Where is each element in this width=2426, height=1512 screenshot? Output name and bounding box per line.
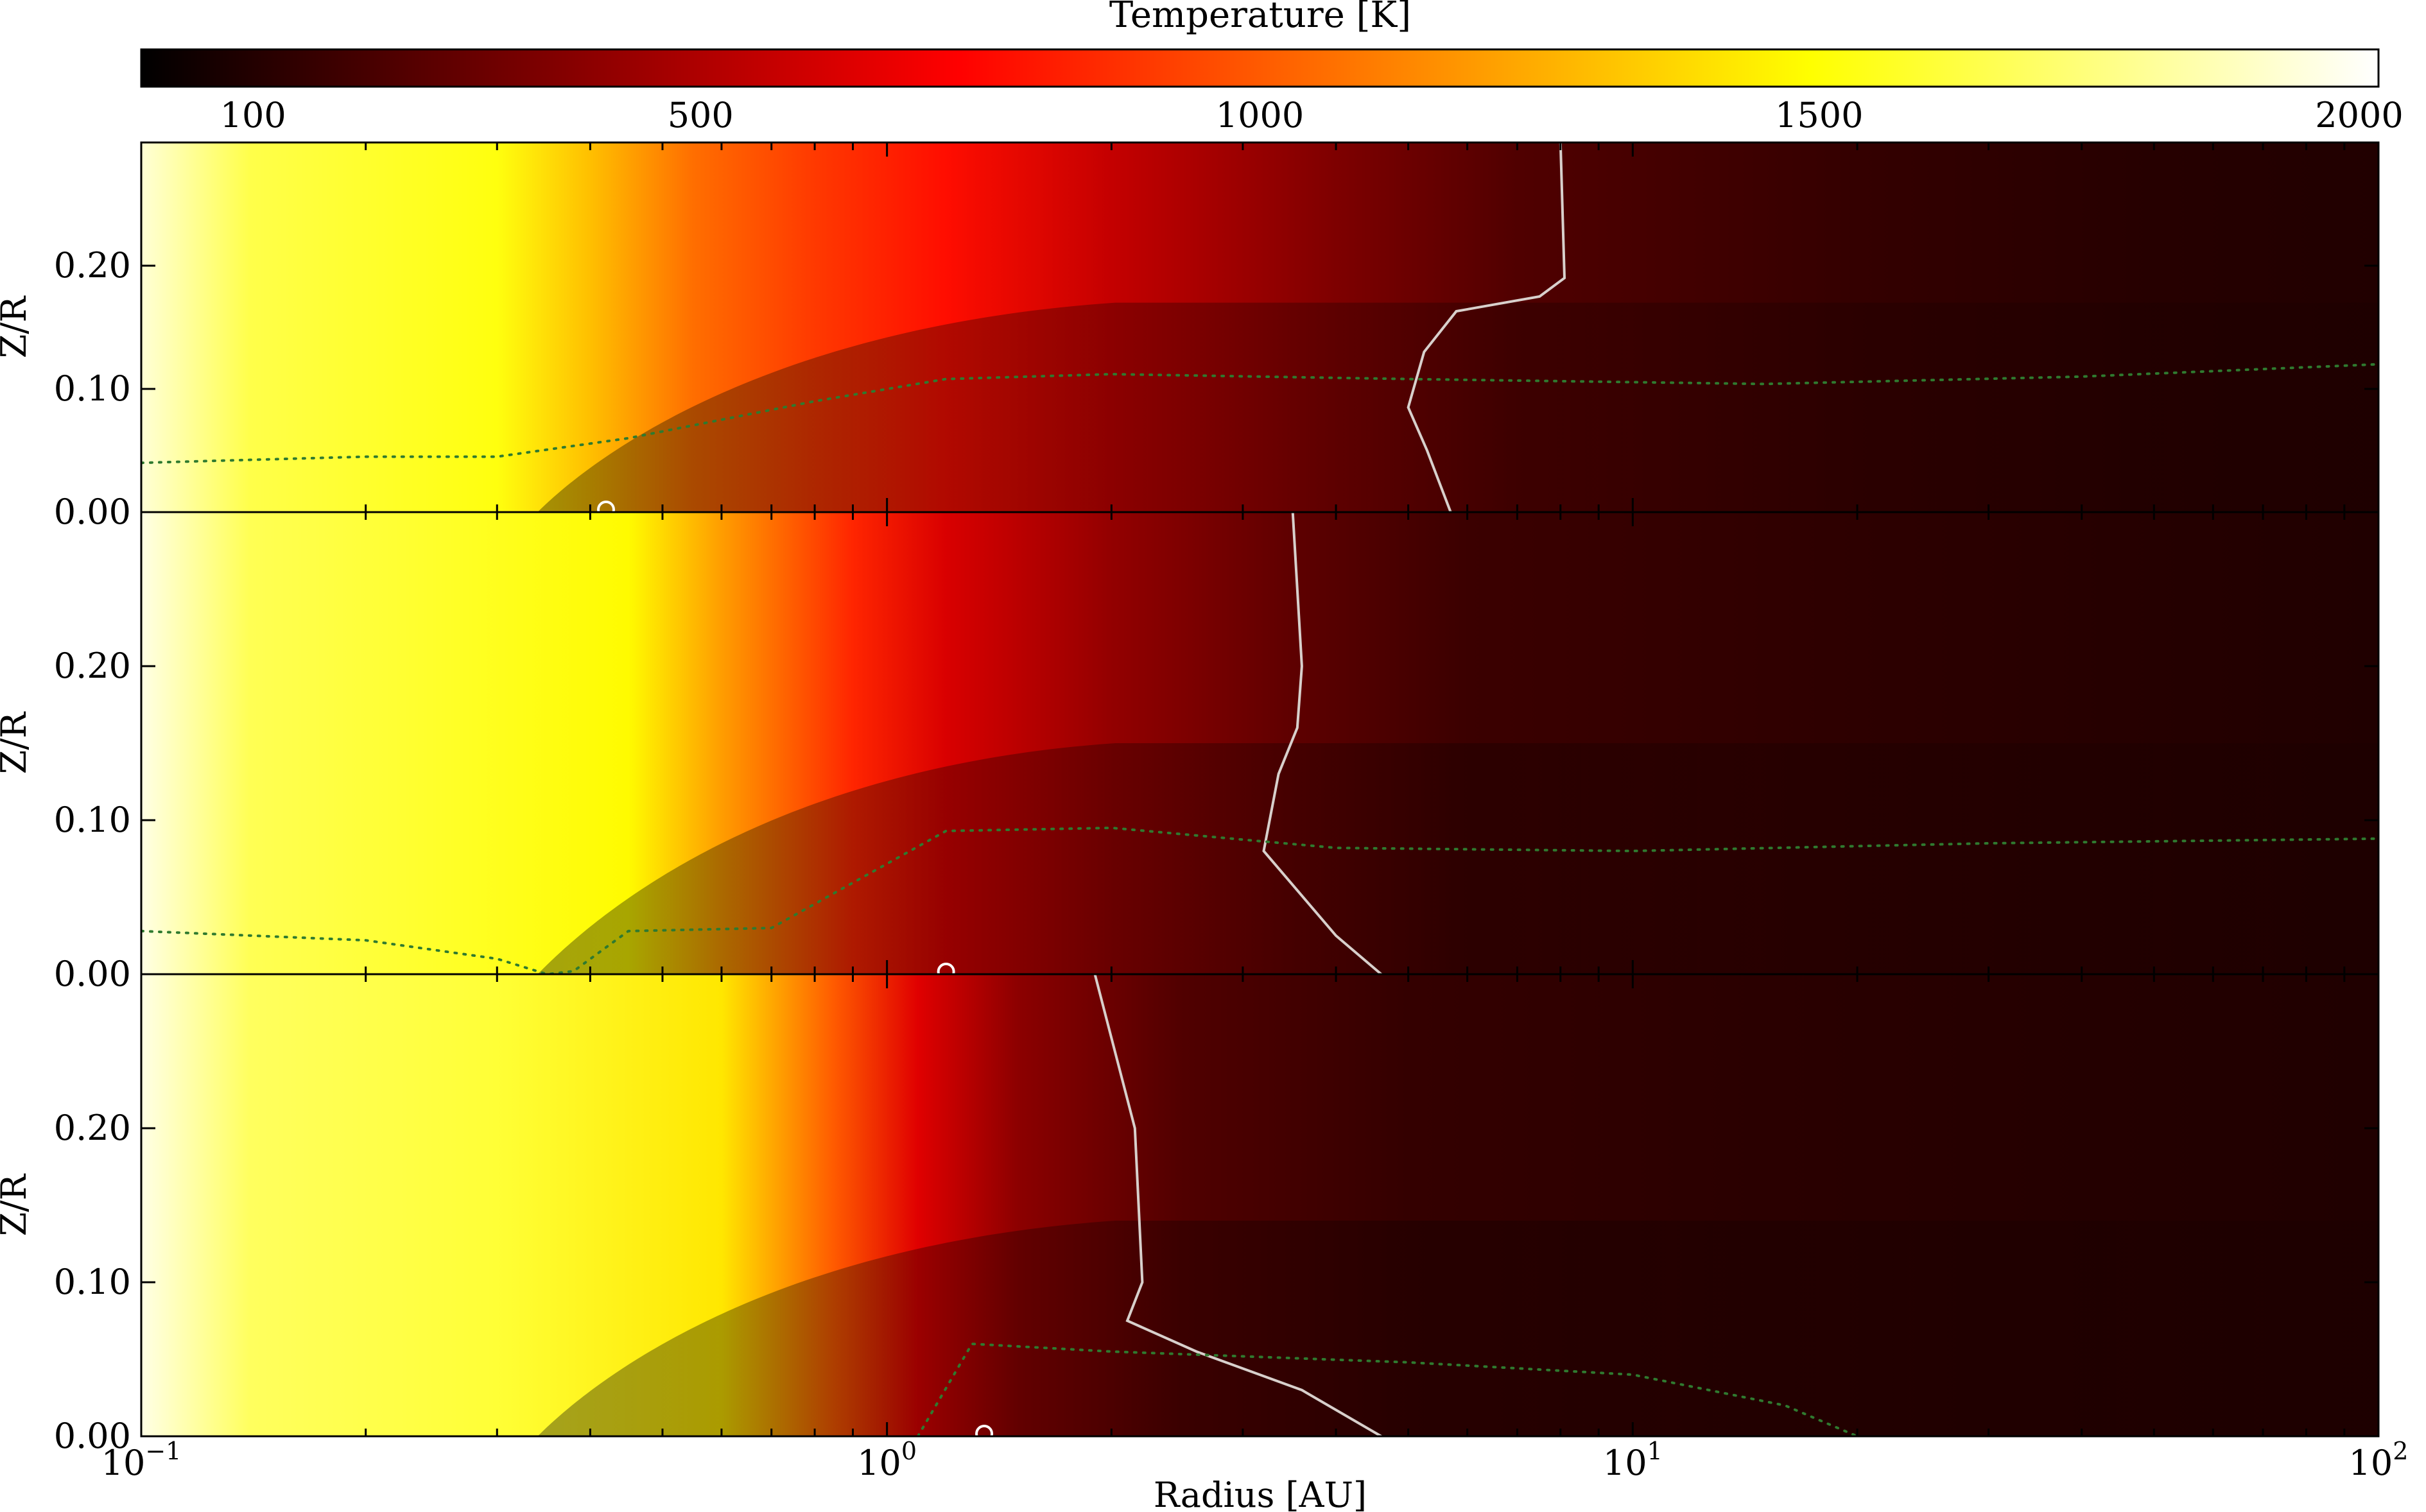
panel-3: 0.00 0.10 0.20 xyxy=(54,973,2380,1456)
x-axis-ticks: 10−1 100 101 102 xyxy=(101,1437,2409,1483)
x-axis-label: Radius [AU] xyxy=(1154,1475,1367,1512)
panel-1: 0.00 0.10 0.20 xyxy=(54,141,2380,532)
y-axis-label: Z/R xyxy=(0,711,34,774)
midplane-marker xyxy=(597,501,616,512)
y-tick-label: 0.00 xyxy=(54,492,131,532)
temperature-contour xyxy=(1262,512,1382,974)
temperature-contour xyxy=(1407,142,1566,512)
inner-rim xyxy=(141,891,608,974)
colorbar-tick-label: 500 xyxy=(668,95,734,135)
y-tick-label: 0.10 xyxy=(54,800,131,840)
midplane-marker xyxy=(975,1425,994,1436)
x-tick-label: 101 xyxy=(1603,1437,1663,1483)
inner-rim xyxy=(141,429,608,512)
y-tick-label: 0.10 xyxy=(54,368,131,409)
shadow-wedge xyxy=(537,302,2378,512)
midplane-marker xyxy=(937,963,955,974)
colorbar-ticks: 100 500 1000 1500 2000 xyxy=(220,95,2404,135)
y-tick-label: 0.10 xyxy=(54,1262,131,1302)
colorbar-gradient xyxy=(140,48,2380,88)
y-tick-label: 0.00 xyxy=(54,1416,131,1456)
y-axis-labels: Z/R Z/R Z/R xyxy=(0,295,34,1236)
colorbar-tick-label: 1000 xyxy=(1216,95,1304,135)
x-tick-label: 100 xyxy=(857,1437,917,1483)
y-tick-label: 0.20 xyxy=(54,245,131,286)
colorbar-tick-label: 100 xyxy=(220,95,286,135)
colorbar: Temperature [K] 100 500 1000 1500 2000 xyxy=(140,0,2404,135)
panels: 0.00 0.10 0.20 0.00 0.10 0.20 0.00 0.10 0.20 xyxy=(54,141,2380,1456)
dotted-boundary xyxy=(141,363,2378,465)
y-axis-label: Z/R xyxy=(0,1173,34,1236)
shadow-wedge xyxy=(537,743,2378,974)
inner-rim xyxy=(141,1353,608,1436)
y-tick-label: 0.00 xyxy=(54,954,131,994)
y-tick-label: 0.20 xyxy=(54,1108,131,1148)
y-axis-label: Z/R xyxy=(0,295,34,358)
shadow-wedge xyxy=(537,1221,2378,1436)
colorbar-tick-label: 2000 xyxy=(2315,95,2403,135)
colorbar-tick-label: 1500 xyxy=(1775,95,1863,135)
panel-2: 0.00 0.10 0.20 xyxy=(54,511,2380,994)
dotted-boundary xyxy=(916,1342,1858,1436)
colorbar-title: Temperature [K] xyxy=(1109,0,1411,36)
y-tick-label: 0.20 xyxy=(54,646,131,686)
panel-frame xyxy=(140,973,2380,1438)
dotted-boundary xyxy=(141,826,2378,974)
x-tick-label: 102 xyxy=(2349,1437,2409,1483)
temperature-contour xyxy=(1093,974,1382,1436)
x-tick-label: 10−1 xyxy=(101,1437,182,1483)
